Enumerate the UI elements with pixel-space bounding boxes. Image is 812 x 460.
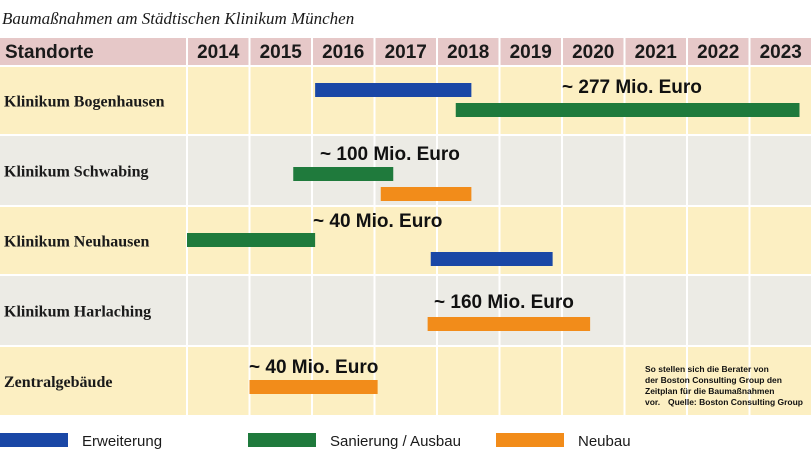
gantt-bars — [187, 83, 800, 394]
year-label: 2014 — [197, 42, 240, 63]
legend-label: Neubau — [578, 433, 631, 450]
gantt-bar — [455, 103, 800, 117]
header-band — [0, 38, 812, 66]
year-header: Standorte 2014 2015 2016 2017 2018 2019 2020 202… — [5, 42, 802, 63]
gantt-bar — [293, 167, 394, 181]
row-band — [0, 206, 812, 275]
note-line: vor. — [645, 397, 660, 407]
legend-background — [0, 420, 812, 460]
year-label: 2015 — [260, 42, 303, 63]
row-label: Klinikum Bogenhausen — [4, 94, 165, 111]
gantt-bar — [187, 233, 316, 247]
row-band — [0, 346, 812, 416]
year-gridlines — [0, 38, 812, 417]
row-label: Klinikum Harlaching — [4, 304, 151, 321]
note-line: der Boston Consulting Group den — [645, 375, 782, 385]
year-label: 2021 — [635, 42, 678, 63]
row-labels: Klinikum Bogenhausen Klinikum Schwabing Kl… — [4, 94, 165, 392]
cost-label: ~ 40 Mio. Euro — [313, 211, 442, 232]
legend-swatch — [248, 433, 316, 447]
legend-label: Sanierung / Ausbau — [330, 433, 461, 450]
chart-title: Baumaßnahmen am Städtischen Klinikum Mün… — [2, 9, 354, 28]
note-line: So stellen sich die Berater von — [645, 364, 769, 374]
gantt-bar — [315, 83, 472, 97]
row-band — [0, 275, 812, 346]
row-backgrounds — [0, 38, 812, 416]
cost-label: ~ 100 Mio. Euro — [320, 144, 460, 165]
year-label: 2023 — [760, 42, 802, 63]
header-label-standorte: Standorte — [5, 42, 94, 63]
legend-label: Erweiterung — [82, 433, 162, 450]
row-label: Zentralgebäude — [4, 374, 112, 391]
cost-label: ~ 277 Mio. Euro — [562, 77, 702, 98]
legend: Erweiterung Sanierung / Ausbau Neubau — [0, 420, 812, 460]
note-line: Zeitplan für die Baumaßnahmen — [645, 386, 774, 396]
year-label: 2018 — [447, 42, 489, 63]
cost-label: ~ 160 Mio. Euro — [434, 292, 574, 313]
legend-swatch — [496, 433, 564, 447]
year-label: 2022 — [697, 42, 739, 63]
year-label: 2017 — [385, 42, 427, 63]
row-label: Klinikum Schwabing — [4, 164, 149, 181]
note-source: Quelle: Boston Consulting Group — [668, 397, 803, 407]
year-label: 2019 — [510, 42, 552, 63]
gantt-bar — [380, 187, 472, 201]
year-label: 2016 — [322, 42, 364, 63]
gantt-bar — [430, 252, 553, 266]
row-label: Klinikum Neuhausen — [4, 234, 149, 251]
cost-labels: ~ 277 Mio. Euro ~ 100 Mio. Euro ~ 40 Mio. … — [249, 77, 702, 378]
gantt-bar — [427, 317, 591, 331]
row-band — [0, 66, 812, 135]
year-label: 2020 — [572, 42, 614, 63]
legend-swatch — [0, 433, 68, 447]
gantt-bar — [249, 380, 378, 394]
cost-label: ~ 40 Mio. Euro — [249, 357, 378, 378]
